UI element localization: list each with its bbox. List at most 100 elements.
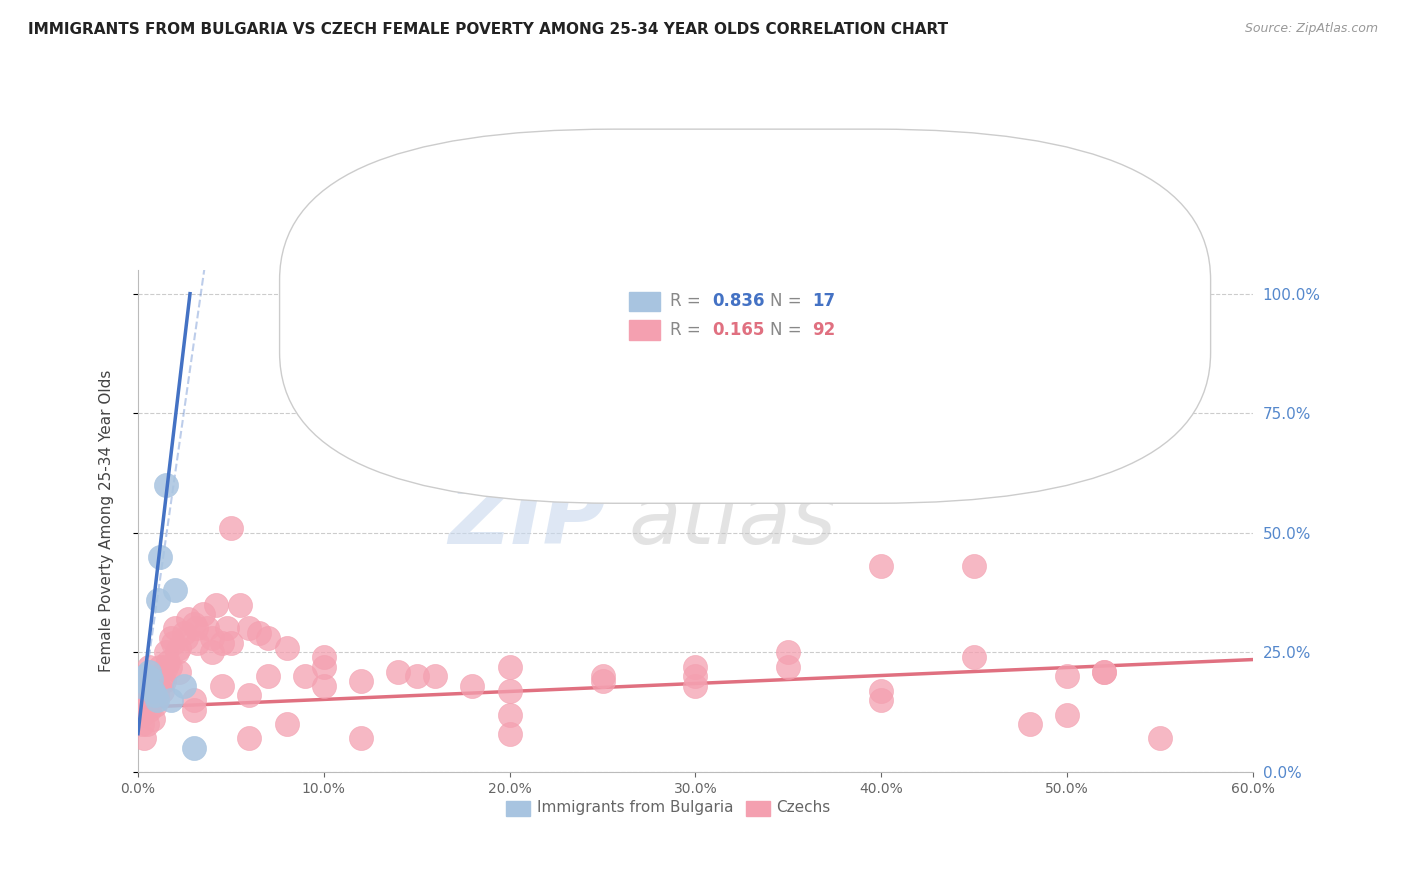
Point <box>149 549 172 564</box>
Bar <box>628 292 659 311</box>
Point <box>131 674 153 689</box>
Point <box>184 622 207 636</box>
Point <box>136 717 159 731</box>
Text: N =: N = <box>770 321 807 339</box>
Bar <box>745 801 770 816</box>
Point <box>963 559 986 574</box>
Point <box>186 636 208 650</box>
Point <box>685 659 707 673</box>
Point <box>139 672 162 686</box>
Point <box>191 607 214 621</box>
Point <box>685 679 707 693</box>
Point <box>229 598 252 612</box>
Point <box>149 659 172 673</box>
Point <box>257 669 280 683</box>
Text: ZIP: ZIP <box>449 479 606 562</box>
Point <box>131 717 153 731</box>
Point <box>405 669 427 683</box>
Point <box>870 693 893 707</box>
Point <box>145 693 167 707</box>
Bar <box>506 801 530 816</box>
Point <box>778 659 800 673</box>
Point <box>167 640 190 655</box>
Point <box>387 665 409 679</box>
Point <box>143 698 166 712</box>
Point <box>128 679 150 693</box>
Point <box>155 645 177 659</box>
Point <box>1019 717 1042 731</box>
Point <box>350 674 373 689</box>
Point <box>165 622 187 636</box>
Point <box>165 583 187 598</box>
Point <box>211 636 233 650</box>
Point <box>173 679 195 693</box>
Point <box>312 659 335 673</box>
Y-axis label: Female Poverty Among 25-34 Year Olds: Female Poverty Among 25-34 Year Olds <box>100 369 114 672</box>
Point <box>183 741 205 756</box>
Point <box>145 689 167 703</box>
Point <box>145 679 167 693</box>
Point <box>312 650 335 665</box>
Point <box>132 679 155 693</box>
Point <box>1056 707 1078 722</box>
Point <box>143 689 166 703</box>
Point <box>778 645 800 659</box>
Point <box>1092 665 1115 679</box>
Text: 0.165: 0.165 <box>713 321 765 339</box>
Point <box>238 622 260 636</box>
Point <box>155 478 177 492</box>
Point <box>142 689 165 703</box>
Point <box>195 622 218 636</box>
Point <box>136 683 159 698</box>
Point <box>156 655 179 669</box>
Point <box>294 669 316 683</box>
Point <box>166 645 188 659</box>
Point <box>592 674 614 689</box>
Text: R =: R = <box>669 321 706 339</box>
Point <box>134 693 156 707</box>
Point <box>142 683 165 698</box>
Text: 17: 17 <box>813 293 835 310</box>
Point <box>138 665 160 679</box>
Text: N =: N = <box>770 293 807 310</box>
Text: Czechs: Czechs <box>776 799 830 814</box>
Point <box>276 717 298 731</box>
Point <box>173 626 195 640</box>
Point <box>350 731 373 746</box>
Point <box>131 707 153 722</box>
Text: Immigrants from Bulgaria: Immigrants from Bulgaria <box>537 799 734 814</box>
Point <box>870 683 893 698</box>
Point <box>177 612 200 626</box>
Point <box>461 679 484 693</box>
Point <box>132 672 155 686</box>
Point <box>138 659 160 673</box>
Point <box>134 669 156 683</box>
Point <box>134 669 156 683</box>
Point <box>162 636 184 650</box>
Text: 0.836: 0.836 <box>713 293 765 310</box>
Point <box>201 645 224 659</box>
Point <box>217 622 239 636</box>
Point <box>155 659 177 673</box>
Point <box>1056 669 1078 683</box>
Point <box>148 592 170 607</box>
Point <box>160 631 183 645</box>
Point <box>148 669 170 683</box>
Point <box>276 640 298 655</box>
Point <box>153 674 176 689</box>
Text: IMMIGRANTS FROM BULGARIA VS CZECH FEMALE POVERTY AMONG 25-34 YEAR OLDS CORRELATI: IMMIGRANTS FROM BULGARIA VS CZECH FEMALE… <box>28 22 948 37</box>
Point <box>143 679 166 693</box>
Point <box>685 669 707 683</box>
Point <box>870 559 893 574</box>
Point <box>498 727 520 741</box>
Text: atlas: atlas <box>628 479 837 562</box>
Point <box>136 669 159 683</box>
Point <box>132 731 155 746</box>
Point <box>238 731 260 746</box>
Point <box>167 665 190 679</box>
Point <box>592 669 614 683</box>
Point <box>183 703 205 717</box>
Point <box>174 631 197 645</box>
Text: Source: ZipAtlas.com: Source: ZipAtlas.com <box>1244 22 1378 36</box>
Point <box>150 683 173 698</box>
